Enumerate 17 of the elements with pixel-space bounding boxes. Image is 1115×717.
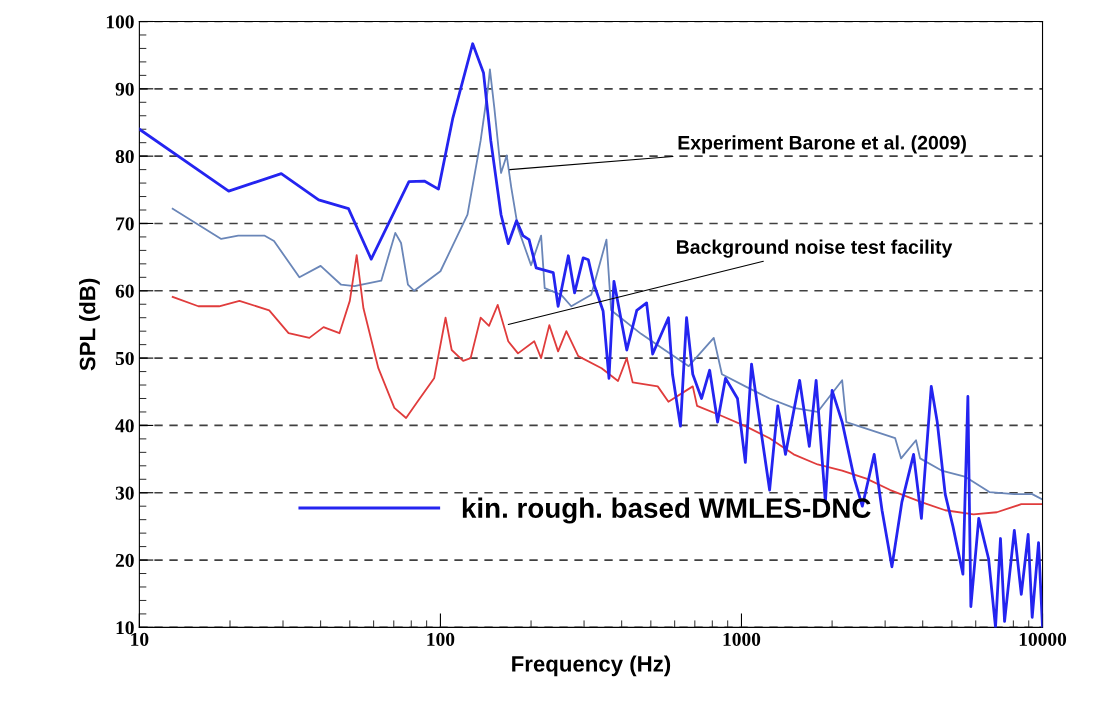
y-tick-label: 60 [115,284,134,298]
x-tick-label: 100 [427,632,455,646]
y-tick-label: 90 [115,82,134,96]
x-tick-label: 1000 [723,632,761,646]
y-axis-title: SPL (dB) [79,278,100,371]
y-tick-label: 80 [115,149,134,164]
y-tick-label: 70 [116,217,134,231]
x-tick-label: 10000 [1019,632,1067,646]
annotation: Experiment Barone et al. (2009) [678,135,966,154]
x-axis-title: Frequency (Hz) [512,655,671,677]
legend-label: kin. rough. based WMLES-DNC [462,497,871,524]
y-tick-label: 30 [115,486,134,500]
y-tick-label: 100 [106,15,134,29]
annotation: Background noise test facility [677,239,953,258]
y-tick-label: 20 [115,553,134,567]
y-tick-label: 40 [115,419,134,433]
y-tick-label: 50 [115,351,134,366]
